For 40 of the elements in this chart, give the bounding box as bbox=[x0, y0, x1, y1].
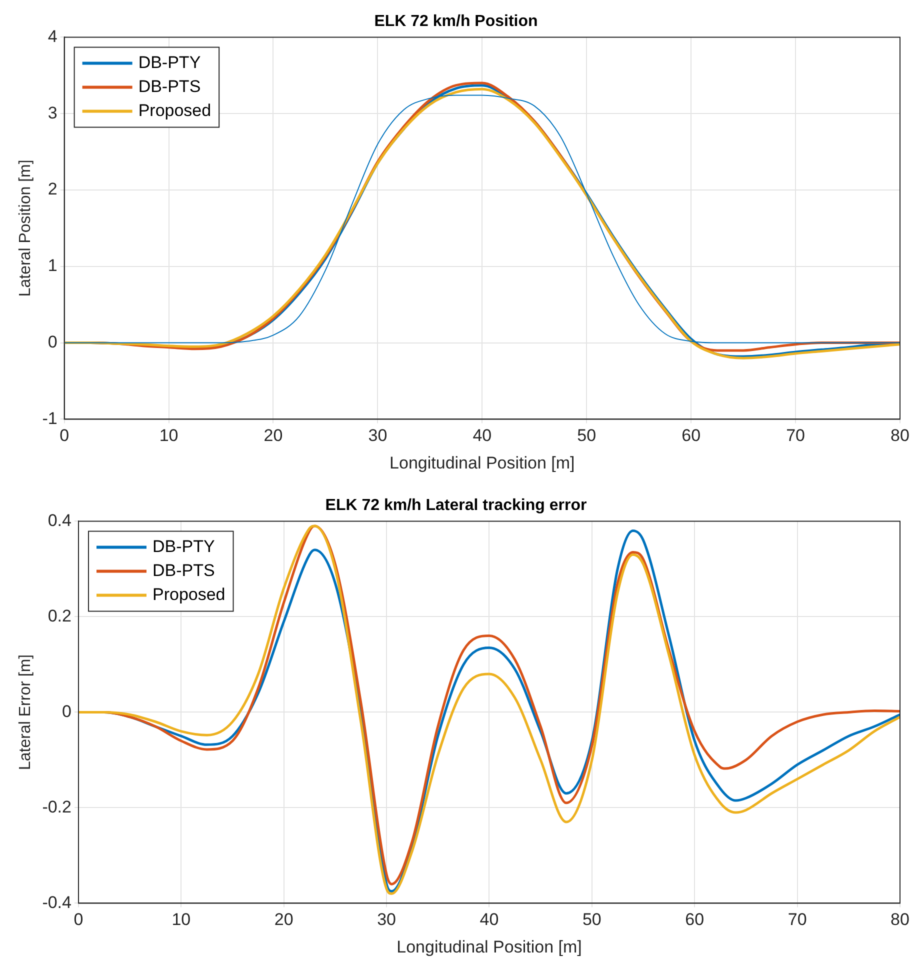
x-tick-label: 50 bbox=[577, 426, 596, 446]
legend-label: Proposed bbox=[138, 100, 212, 120]
y-tick-label: -0.2 bbox=[42, 797, 72, 816]
x-tick-label: 40 bbox=[480, 910, 499, 930]
y-axis-title: Lateral Position [m] bbox=[17, 160, 34, 297]
x-tick-label: 30 bbox=[377, 910, 396, 930]
y-tick-label: 0 bbox=[48, 332, 58, 352]
x-tick-label: 20 bbox=[274, 910, 294, 930]
y-tick-label: -1 bbox=[42, 408, 58, 428]
y-tick-label: -0.4 bbox=[42, 892, 72, 912]
y-tick-label: 2 bbox=[48, 180, 58, 199]
chart-title: ELK 72 km/h Lateral tracking error bbox=[325, 497, 587, 514]
y-tick-label: 0.4 bbox=[48, 510, 72, 530]
y-tick-label: 4 bbox=[48, 26, 58, 46]
x-tick-label: 70 bbox=[786, 426, 805, 446]
legend-label: DB-PTY bbox=[138, 52, 201, 72]
x-tick-label: 60 bbox=[685, 910, 704, 930]
legend-label: Proposed bbox=[152, 584, 226, 604]
y-tick-label: 0 bbox=[62, 702, 72, 721]
legend-label: DB-PTS bbox=[152, 560, 215, 580]
x-tick-label: 80 bbox=[890, 426, 910, 446]
legend-label: DB-PTS bbox=[138, 76, 201, 96]
x-axis-title: Longitudinal Position [m] bbox=[396, 937, 582, 956]
x-tick-label: 60 bbox=[682, 426, 701, 446]
y-tick-label: 1 bbox=[48, 256, 58, 276]
y-tick-label: 0.2 bbox=[48, 606, 72, 626]
x-tick-label: 70 bbox=[788, 910, 807, 930]
y-tick-label: 3 bbox=[48, 103, 58, 122]
chart-title: ELK 72 km/h Position bbox=[374, 13, 538, 30]
y-axis-title: Lateral Error [m] bbox=[17, 654, 34, 770]
x-tick-label: 50 bbox=[582, 910, 602, 930]
legend-label: DB-PTY bbox=[152, 536, 215, 556]
x-tick-label: 20 bbox=[264, 426, 283, 446]
x-tick-label: 80 bbox=[890, 910, 910, 930]
x-axis-title: Longitudinal Position [m] bbox=[390, 453, 575, 472]
x-tick-label: 10 bbox=[172, 910, 191, 930]
x-tick-label: 40 bbox=[472, 426, 492, 446]
x-tick-label: 0 bbox=[74, 910, 84, 930]
x-tick-label: 30 bbox=[368, 426, 388, 446]
x-tick-label: 10 bbox=[159, 426, 178, 446]
